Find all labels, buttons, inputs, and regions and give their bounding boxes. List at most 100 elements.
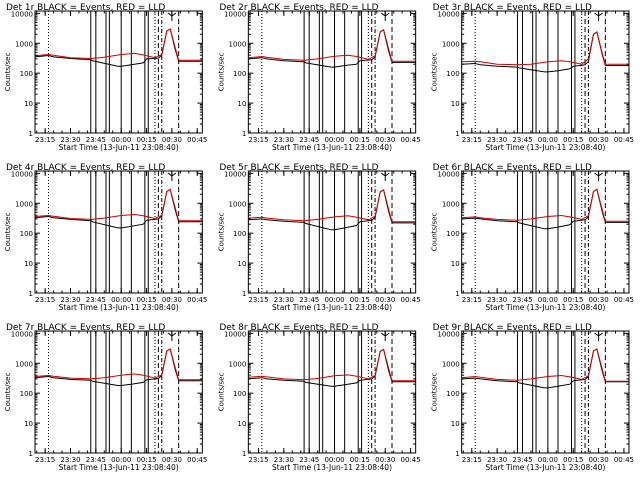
x-tick-label: 00:00 bbox=[538, 296, 558, 304]
y-tick-label: 100 bbox=[446, 390, 459, 398]
plot-frame bbox=[34, 170, 203, 294]
panel-title: Det 4r BLACK = Events, RED = LLD bbox=[6, 163, 165, 173]
x-tick-label: 00:00 bbox=[324, 456, 344, 464]
plot-frame bbox=[247, 330, 417, 454]
x-tick-label: 23:45 bbox=[86, 456, 106, 464]
x-tick-label: 00:30 bbox=[375, 296, 395, 304]
y-tick-label: 1000 bbox=[442, 360, 460, 368]
panel-det-7r: Det 7r BLACK = Events, RED = LLD 1 10 100 10… bbox=[4, 323, 207, 472]
y-tick-label: 1 bbox=[242, 290, 246, 298]
y-tick-label: 1 bbox=[455, 290, 459, 298]
x-tick-label: 23:30 bbox=[487, 136, 507, 144]
plot-frame bbox=[461, 170, 630, 294]
panel-det-1r: Det 1r BLACK = Events, RED = LLD 1 10 100 10… bbox=[4, 3, 207, 152]
x-tick-label: 23:30 bbox=[60, 136, 80, 144]
x-axis-label: Start Time (13-Jun-11 23:08:40) bbox=[59, 143, 179, 152]
x-axis-label: Start Time (13-Jun-11 23:08:40) bbox=[272, 463, 392, 472]
x-tick-label: 00:15 bbox=[136, 296, 156, 304]
y-tick-label: 1 bbox=[242, 130, 246, 138]
panel-title: Det 8r BLACK = Events, RED = LLD bbox=[219, 323, 378, 333]
plot-frame bbox=[461, 330, 630, 454]
x-tick-label: 00:45 bbox=[614, 296, 634, 304]
y-tick-label: 100 bbox=[446, 70, 459, 78]
plot-frame bbox=[247, 170, 417, 294]
y-tick-label: 10000 bbox=[437, 330, 459, 338]
y-tick-label: 10000 bbox=[224, 330, 246, 338]
y-tick-label: 10000 bbox=[11, 330, 33, 338]
x-tick-label: 00:00 bbox=[111, 296, 131, 304]
y-tick-label: 10000 bbox=[11, 170, 33, 178]
y-tick-label: 1 bbox=[455, 450, 459, 458]
x-tick-label: 00:30 bbox=[588, 296, 608, 304]
lld-series-line bbox=[248, 348, 416, 382]
panel-det-6r: Det 6r BLACK = Events, RED = LLD 1 10 100 10… bbox=[431, 163, 634, 312]
y-axis-label: Counts/sec bbox=[4, 53, 12, 92]
y-tick-label: 10 bbox=[237, 260, 246, 268]
y-tick-label: 10 bbox=[451, 260, 460, 268]
x-tick-label: 00:00 bbox=[111, 456, 131, 464]
y-tick-label: 10 bbox=[451, 100, 460, 108]
y-tick-label: 10000 bbox=[437, 10, 459, 18]
y-axis-label: Counts/sec bbox=[217, 373, 225, 412]
x-tick-label: 00:00 bbox=[538, 136, 558, 144]
plot-frame bbox=[247, 10, 417, 134]
y-tick-label: 1 bbox=[29, 450, 33, 458]
x-tick-label: 23:15 bbox=[462, 456, 482, 464]
plot-frame bbox=[34, 10, 203, 134]
lld-series-line bbox=[248, 189, 416, 223]
x-tick-label: 23:45 bbox=[299, 136, 319, 144]
lld-series-line bbox=[34, 188, 203, 222]
panel-title: Det 1r BLACK = Events, RED = LLD bbox=[6, 3, 165, 13]
x-tick-label: 00:15 bbox=[136, 136, 156, 144]
x-tick-label: 00:45 bbox=[401, 456, 421, 464]
x-tick-label: 23:15 bbox=[35, 296, 55, 304]
panel-det-2r: Det 2r BLACK = Events, RED = LLD 1 10 100 10… bbox=[217, 3, 420, 152]
x-tick-label: 23:45 bbox=[299, 456, 319, 464]
y-tick-label: 1000 bbox=[15, 200, 33, 208]
panel-det-3r: Det 3r BLACK = Events, RED = LLD 1 10 100 10… bbox=[431, 3, 634, 152]
x-tick-label: 00:00 bbox=[538, 456, 558, 464]
x-tick-label: 23:30 bbox=[60, 456, 80, 464]
x-axis-label: Start Time (13-Jun-11 23:08:40) bbox=[485, 463, 605, 472]
y-axis-label: Counts/sec bbox=[431, 213, 439, 252]
y-axis-label: Counts/sec bbox=[4, 213, 12, 252]
x-axis-label: Start Time (13-Jun-11 23:08:40) bbox=[59, 303, 179, 312]
y-tick-label: 100 bbox=[20, 390, 33, 398]
x-tick-label: 23:45 bbox=[299, 296, 319, 304]
x-tick-label: 00:00 bbox=[324, 136, 344, 144]
panel-title: Det 7r BLACK = Events, RED = LLD bbox=[6, 323, 165, 333]
y-tick-label: 10000 bbox=[224, 10, 246, 18]
x-tick-label: 00:15 bbox=[350, 296, 370, 304]
x-tick-label: 00:15 bbox=[136, 456, 156, 464]
lld-series-line bbox=[34, 348, 203, 381]
x-axis-label: Start Time (13-Jun-11 23:08:40) bbox=[59, 463, 179, 472]
y-tick-label: 100 bbox=[233, 230, 246, 238]
y-tick-label: 100 bbox=[233, 390, 246, 398]
y-tick-label: 10000 bbox=[224, 170, 246, 178]
x-axis-label: Start Time (13-Jun-11 23:08:40) bbox=[272, 303, 392, 312]
y-tick-label: 10 bbox=[451, 420, 460, 428]
x-tick-label: 23:45 bbox=[512, 456, 532, 464]
y-axis-label: Counts/sec bbox=[431, 53, 439, 92]
plot-frame bbox=[34, 330, 203, 454]
y-tick-label: 10000 bbox=[11, 10, 33, 18]
x-tick-label: 00:45 bbox=[187, 456, 207, 464]
x-tick-label: 23:45 bbox=[512, 296, 532, 304]
y-axis-label: Counts/sec bbox=[217, 53, 225, 92]
y-tick-label: 1 bbox=[29, 290, 33, 298]
x-tick-label: 00:15 bbox=[563, 296, 583, 304]
x-tick-label: 00:45 bbox=[401, 296, 421, 304]
x-tick-label: 00:00 bbox=[324, 296, 344, 304]
y-axis-label: Counts/sec bbox=[431, 373, 439, 412]
x-tick-label: 00:45 bbox=[614, 136, 634, 144]
y-tick-label: 100 bbox=[233, 70, 246, 78]
y-tick-label: 1000 bbox=[229, 40, 247, 48]
y-tick-label: 1000 bbox=[229, 360, 247, 368]
x-tick-label: 00:15 bbox=[350, 136, 370, 144]
lld-series-line bbox=[461, 348, 629, 382]
y-tick-label: 10 bbox=[237, 420, 246, 428]
x-tick-label: 00:15 bbox=[563, 136, 583, 144]
x-tick-label: 00:45 bbox=[187, 296, 207, 304]
